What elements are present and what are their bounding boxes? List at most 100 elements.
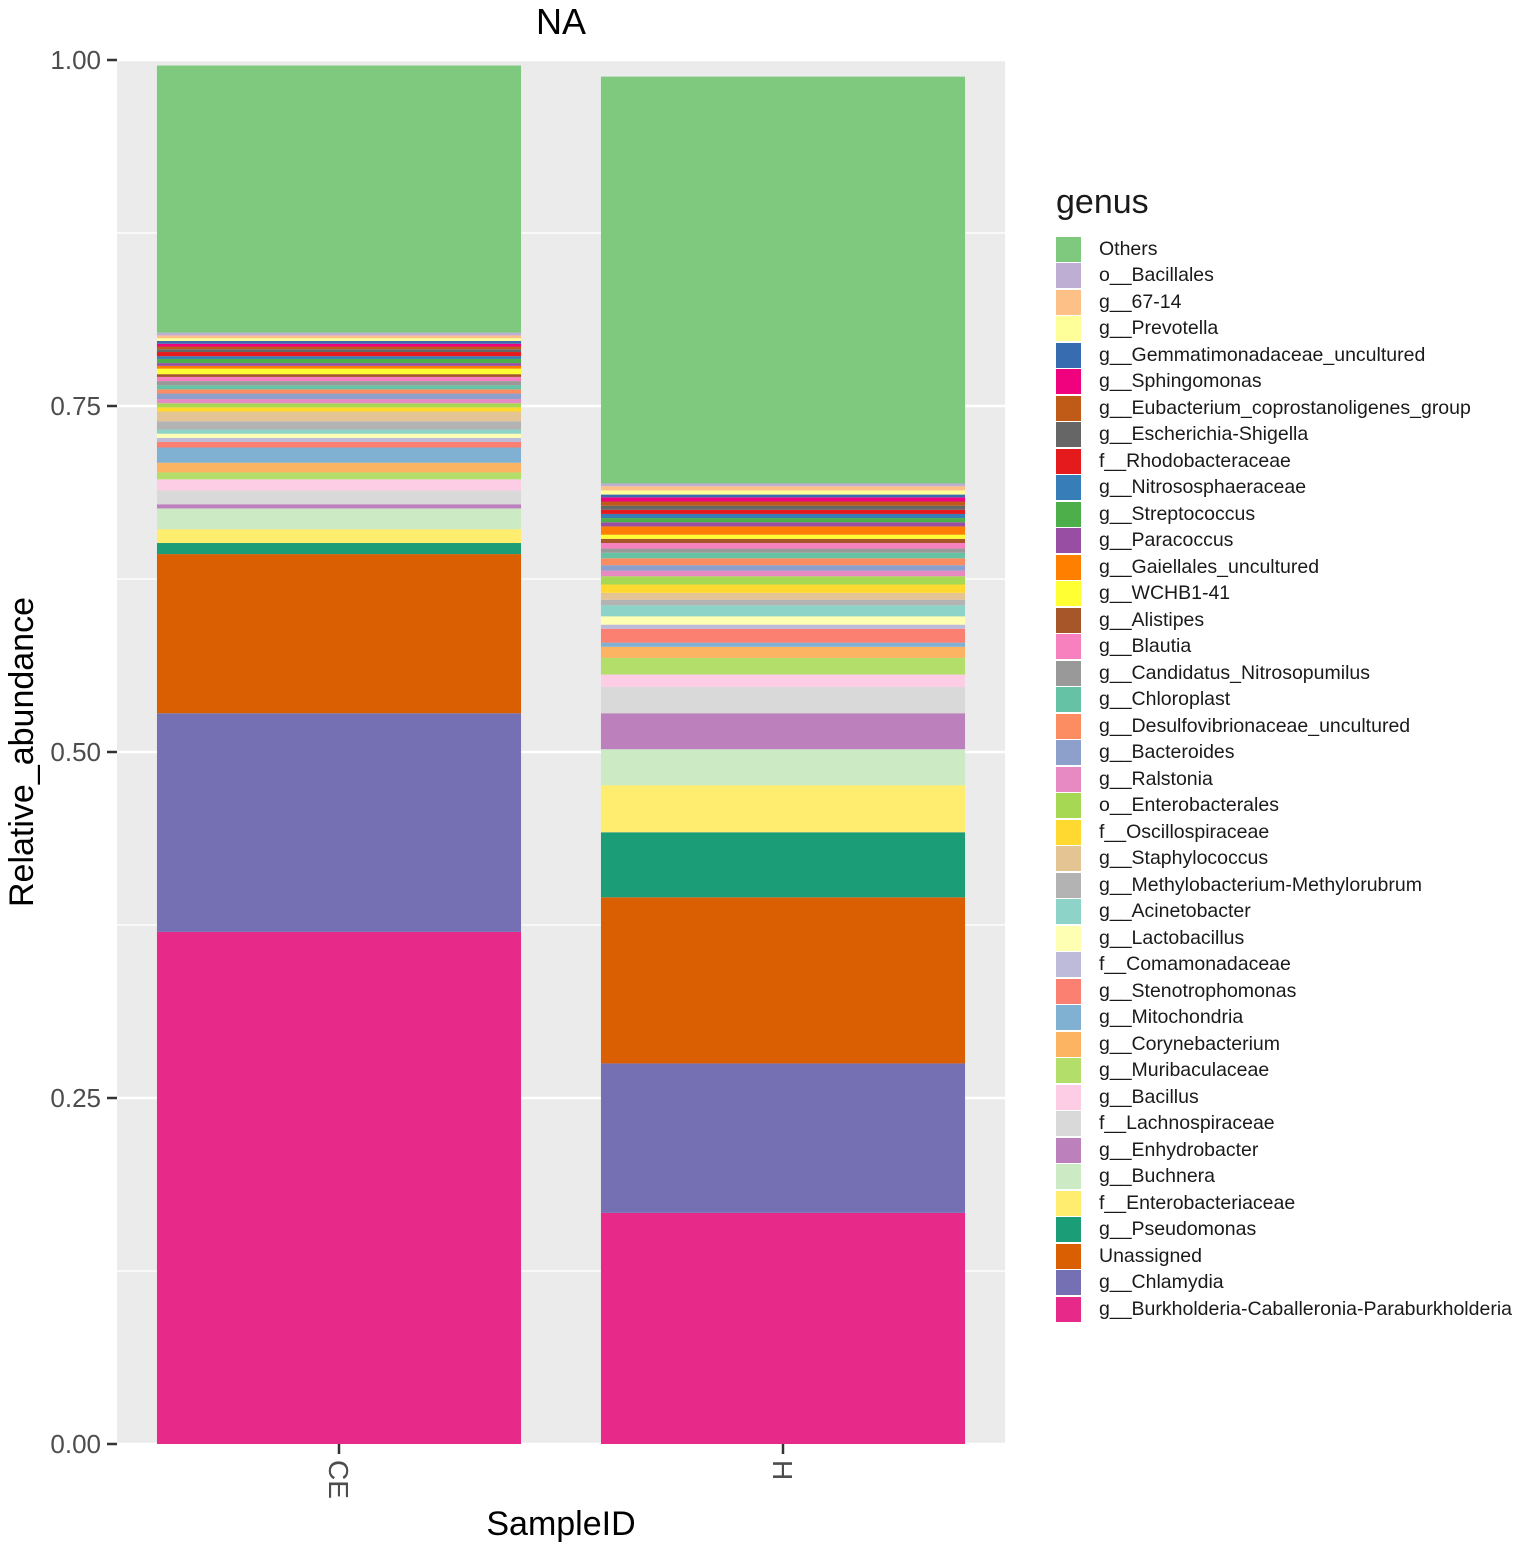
legend-title: genus <box>1056 183 1149 221</box>
bar-segment <box>156 338 522 341</box>
bar-segment <box>156 335 522 339</box>
legend-item: o__Enterobacterales <box>1056 793 1512 820</box>
bar-segment <box>156 407 522 412</box>
legend-item: g__Gaiellales_uncultured <box>1056 554 1512 581</box>
bar-segment <box>600 518 966 523</box>
bar-segment <box>156 389 522 394</box>
bar-segment <box>600 490 966 495</box>
legend-label: o__Bacillales <box>1099 264 1214 287</box>
legend-swatch <box>1056 475 1081 501</box>
legend-item: g__Lactobacillus <box>1056 925 1512 952</box>
legend-swatch <box>1056 395 1081 421</box>
y-tick-label: 0.50 <box>50 737 101 767</box>
bar-segment <box>156 433 522 438</box>
legend-item: g__Bacteroides <box>1056 740 1512 767</box>
bar-segment <box>600 832 966 898</box>
bar-segment <box>156 504 522 509</box>
legend-label: g__Bacillus <box>1099 1085 1199 1108</box>
bar-segment <box>600 1212 966 1444</box>
legend-label: g__Ralstonia <box>1099 767 1213 790</box>
bar-segment <box>156 65 522 333</box>
bar-segment <box>156 931 522 1444</box>
legend-label: g__Gemmatimonadaceae_uncultured <box>1099 343 1426 366</box>
legend-swatch <box>1056 1005 1081 1031</box>
bar-segment <box>600 543 966 549</box>
bar-segment <box>156 393 522 400</box>
legend-label: g__Enhydrobacter <box>1099 1138 1259 1161</box>
legend-item: g__Chloroplast <box>1056 687 1512 714</box>
legend-label: f__Comamonadaceae <box>1099 953 1291 976</box>
legend: genus Others o__Bacillales g__67-14 g__Prev… <box>1056 182 1512 1323</box>
legend-item: g__Methylobacterium-Methylorubrum <box>1056 872 1512 899</box>
legend-item: f__Enterobacteriaceae <box>1056 1190 1512 1217</box>
legend-swatch <box>1056 289 1081 315</box>
legend-swatch <box>1056 422 1081 448</box>
x-axis-label: SampleID <box>486 1505 635 1543</box>
bar-segment <box>600 616 966 625</box>
legend-swatch <box>1056 660 1081 686</box>
legend-item: f__Lachnospiraceae <box>1056 1111 1512 1138</box>
legend-item: g__WCHB1-41 <box>1056 581 1512 608</box>
legend-item: g__Candidatus_Nitrosopumilus <box>1056 660 1512 687</box>
legend-swatch <box>1056 793 1081 819</box>
legend-item: g__Buchnera <box>1056 1164 1512 1191</box>
legend-label: g__Nitrososphaeraceae <box>1099 476 1307 499</box>
legend-label: g__Staphylococcus <box>1099 847 1269 870</box>
bar-segment <box>600 584 966 593</box>
bar-segment <box>156 352 522 357</box>
legend-swatch <box>1056 554 1081 580</box>
legend-label: g__Sphingomonas <box>1099 370 1262 393</box>
legend-swatch <box>1056 342 1081 368</box>
legend-swatch <box>1056 978 1081 1004</box>
legend-item: g__Sphingomonas <box>1056 369 1512 396</box>
bar-segment <box>156 441 522 448</box>
legend-swatch <box>1056 846 1081 872</box>
legend-swatch <box>1056 263 1081 289</box>
legend-swatch <box>1056 236 1081 262</box>
bar-segment <box>156 508 522 530</box>
legend-swatch <box>1056 952 1081 978</box>
legend-swatch <box>1056 369 1081 395</box>
legend-swatch <box>1056 713 1081 739</box>
bar-segment <box>600 624 966 629</box>
y-tick-label: 1.00 <box>50 45 101 75</box>
bar-segment <box>156 713 522 932</box>
legend-label: f__Oscillospiraceae <box>1099 820 1270 843</box>
legend-item: g__Paracoccus <box>1056 528 1512 555</box>
legend-item: g__Nitrososphaeraceae <box>1056 475 1512 502</box>
bar-segment <box>156 376 522 382</box>
bar-segment <box>600 538 966 544</box>
legend-label: g__Stenotrophomonas <box>1099 979 1297 1002</box>
legend-label: g__Gaiellales_uncultured <box>1099 555 1320 578</box>
chart-title: NA <box>536 1 586 42</box>
bar-segment <box>156 462 522 473</box>
legend-item: g__Staphylococcus <box>1056 846 1512 873</box>
bar-segment <box>156 343 522 347</box>
bar-segment <box>156 358 522 364</box>
legend-item: g__Blautia <box>1056 634 1512 661</box>
legend-item: g__Eubacterium_coprostanoligenes_group <box>1056 395 1512 422</box>
legend-label: g__Acinetobacter <box>1099 900 1251 923</box>
bar-segment <box>156 349 522 353</box>
legend-swatch <box>1056 528 1081 554</box>
legend-swatch <box>1056 925 1081 951</box>
x-tick-label: CE <box>323 1460 354 1499</box>
bar-segment <box>156 363 522 366</box>
bar-segment <box>600 513 966 519</box>
legend-item: g__Acinetobacter <box>1056 899 1512 926</box>
legend-item: g__Streptococcus <box>1056 501 1512 528</box>
bar-segment <box>600 552 966 559</box>
legend-swatch <box>1056 448 1081 474</box>
bar-segment <box>600 657 966 675</box>
legend-item: f__Oscillospiraceae <box>1056 819 1512 846</box>
legend-swatch <box>1056 316 1081 342</box>
legend-item: g__Burkholderia-Caballeronia-Paraburkhol… <box>1056 1296 1512 1323</box>
legend-item: g__Alistipes <box>1056 607 1512 634</box>
legend-swatch <box>1056 899 1081 925</box>
x-axis: CE H <box>323 1444 798 1499</box>
legend-label: g__Blautia <box>1099 635 1192 658</box>
legend-swatch <box>1056 1190 1081 1216</box>
y-tick-label: 0.25 <box>50 1083 101 1113</box>
legend-label: g__Methylobacterium-Methylorubrum <box>1099 873 1422 896</box>
